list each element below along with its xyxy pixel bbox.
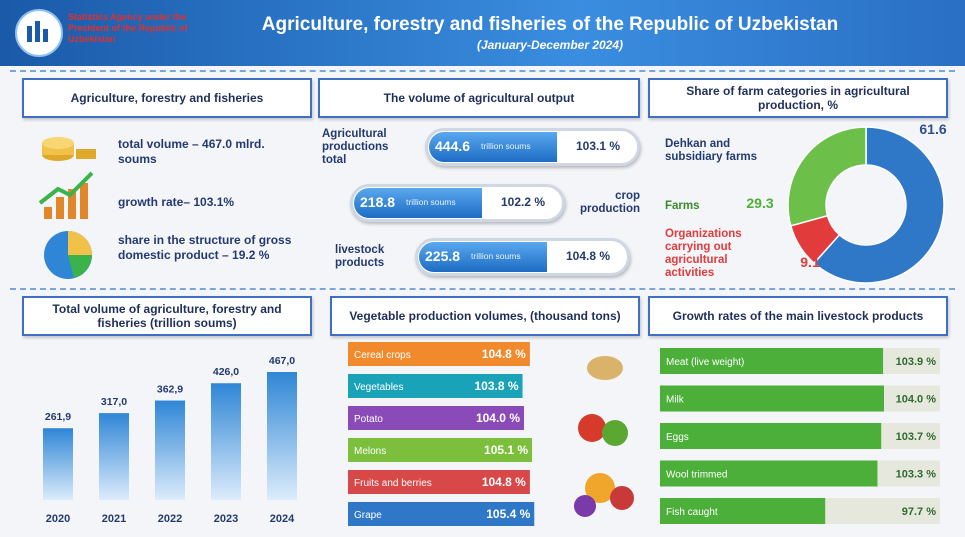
legend-label: Farms: [665, 200, 760, 213]
summary-icons: [30, 125, 110, 285]
data-label: 104.8 %: [482, 475, 526, 489]
panel-title: Vegetable production volumes, (thousand …: [330, 296, 640, 336]
subtitle: (January-December 2024): [200, 38, 900, 52]
output-label: Agricultural productions total: [322, 128, 412, 167]
bar-label: Wool trimmed: [666, 470, 728, 481]
produce-illustration: [574, 356, 634, 517]
bar-chart: 261,9 2020 317,0 2021 362,9 2022 426,0 2023 467,…: [22, 340, 312, 532]
bar: [43, 428, 73, 500]
output-value: 225.8: [425, 248, 460, 264]
summary-item: growth rate– 103.1%: [118, 195, 303, 210]
data-label: 103.9 %: [896, 356, 937, 368]
output-growth: 102.2 %: [490, 195, 556, 209]
data-label: 467,0: [269, 355, 295, 367]
donut-slice: [788, 127, 866, 226]
bar: [267, 372, 297, 500]
data-label: 61.6: [919, 121, 946, 137]
data-label: 317,0: [101, 396, 127, 408]
bar-label: Grape: [354, 510, 382, 521]
data-label: 103.3 %: [896, 469, 937, 481]
bar-label: Eggs: [666, 432, 689, 443]
data-label: 362,9: [157, 384, 183, 396]
hbar-chart: Cereal crops 104.8 % Vegetables 103.8 % Pota…: [330, 338, 640, 534]
summary-item: share in the structure of gross domestic…: [118, 233, 303, 263]
legend-label: Dehkan and subsidiary farms: [665, 138, 760, 164]
hbar-chart: Meat (live weight) 103.9 % Milk 104.0 % Eggs…: [655, 340, 950, 532]
divider: [10, 288, 955, 290]
output-label: crop production: [570, 190, 640, 216]
data-label: 105.4 %: [486, 507, 530, 521]
x-tick-label: 2023: [214, 513, 238, 525]
panel-title: Growth rates of the main livestock produ…: [648, 296, 948, 336]
divider: [10, 70, 955, 72]
bar-label: Fruits and berries: [354, 478, 432, 489]
data-label: 104.0 %: [896, 394, 937, 406]
title: Agriculture, forestry and fisheries of t…: [200, 14, 900, 36]
bar: [660, 386, 884, 412]
panel-title: Share of farm categories in agricultural…: [648, 78, 948, 118]
output-value: 218.8: [360, 194, 395, 210]
panel-title: Agriculture, forestry and fisheries: [22, 78, 312, 118]
output-value: 444.6: [435, 138, 470, 154]
bar-label: Vegetables: [354, 382, 404, 393]
output-growth: 104.8 %: [555, 249, 621, 263]
bar: [660, 423, 881, 449]
data-label: 261,9: [45, 411, 71, 423]
header: Statistics Agency under the President of…: [0, 0, 965, 66]
x-tick-label: 2020: [46, 513, 70, 525]
x-tick-label: 2022: [158, 513, 182, 525]
data-label: 105.1 %: [484, 443, 528, 457]
panel-title: The volume of agricultural output: [318, 78, 640, 118]
summary-item: total volume – 467.0 mlrd. soums: [118, 137, 303, 167]
data-label: 426,0: [213, 366, 239, 378]
output-unit: trillion soums: [471, 251, 521, 261]
output-growth: 103.1 %: [565, 139, 631, 153]
x-tick-label: 2024: [270, 513, 295, 525]
data-label: 9.1: [800, 254, 820, 270]
bar: [155, 401, 185, 500]
data-label: 104.8 %: [482, 347, 526, 361]
bar-label: Potato: [354, 414, 383, 425]
output-label: livestock products: [335, 244, 410, 270]
bar-label: Cereal crops: [354, 350, 411, 361]
panel-title: Total volume of agriculture, forestry an…: [22, 296, 312, 336]
bar-label: Melons: [354, 446, 386, 457]
bar: [99, 413, 129, 500]
data-label: 103.8 %: [474, 379, 518, 393]
page: Statistics Agency under the President of…: [0, 0, 965, 537]
legend-label: Organizations carrying out agricultural …: [665, 228, 760, 280]
output-unit: trillion soums: [481, 141, 531, 151]
bar-label: Meat (live weight): [666, 357, 744, 368]
agency: Statistics Agency under the President of…: [68, 12, 208, 45]
data-label: 103.7 %: [896, 431, 937, 443]
bar-label: Milk: [666, 395, 685, 406]
data-label: 97.7 %: [902, 506, 936, 518]
logo: [14, 8, 64, 58]
data-label: 104.0 %: [476, 411, 520, 425]
bar: [211, 383, 241, 500]
bar-label: Fish caught: [666, 507, 718, 518]
x-tick-label: 2021: [102, 513, 126, 525]
output-unit: trillion soums: [406, 197, 456, 207]
